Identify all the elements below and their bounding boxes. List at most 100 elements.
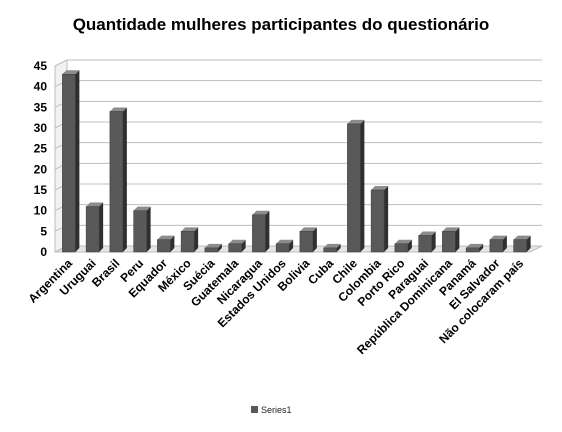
bar-10 (299, 227, 317, 253)
bar-top (228, 239, 246, 244)
bar-side (241, 239, 246, 252)
bar-side (265, 210, 270, 252)
gridline (54, 224, 542, 232)
bar-top (157, 235, 175, 240)
bar-side (75, 70, 80, 253)
gridline (54, 142, 542, 150)
bar-top (347, 119, 365, 124)
x-axis-ticks: ArgentinaUruguaiBrasilPeruEquadorMéxicoS… (25, 256, 526, 357)
y-tick-label: 15 (34, 183, 48, 197)
y-tick-label: 30 (34, 121, 48, 135)
bar-front (228, 243, 242, 253)
bar-front (489, 239, 504, 253)
legend-swatch (251, 406, 258, 413)
bar-19 (513, 235, 531, 253)
bar-15 (418, 231, 436, 253)
bar-top (181, 227, 199, 232)
bar-top (133, 206, 151, 211)
y-tick-label: 0 (40, 245, 47, 259)
bar-16 (442, 227, 460, 253)
bar-top (276, 239, 294, 244)
bar-top (513, 235, 531, 240)
bar-front (275, 243, 290, 253)
bar-14 (394, 239, 412, 253)
gridline (54, 121, 542, 129)
y-tick-label: 35 (34, 100, 48, 114)
bar-front (157, 239, 171, 253)
bar-top (323, 243, 341, 248)
bar-7 (228, 239, 246, 253)
bar-top (299, 227, 317, 232)
bar-12 (347, 119, 365, 253)
bar-front (394, 243, 409, 253)
bars (62, 70, 531, 253)
bar-top (62, 70, 80, 75)
bar-front (323, 247, 337, 253)
bar-side (170, 235, 175, 252)
y-tick-label: 10 (34, 204, 48, 218)
bar-side (99, 202, 104, 252)
bar-5 (180, 227, 199, 253)
bar-side (407, 239, 412, 252)
bar-side (384, 186, 389, 252)
bar-front (180, 231, 195, 253)
bar-front (109, 111, 124, 253)
bar-9 (275, 239, 294, 253)
x-tick-label: Brasil (89, 256, 122, 289)
bar-17 (465, 243, 484, 253)
bar-front (133, 210, 147, 253)
legend-label: Series1 (261, 405, 292, 415)
bar-front (299, 231, 314, 253)
bar-side (455, 227, 460, 252)
bar-front (370, 189, 385, 253)
bar-top (418, 231, 436, 236)
gridline (54, 59, 542, 67)
bar-top (442, 227, 460, 232)
bar-side (431, 231, 436, 252)
bar-top (204, 243, 222, 248)
bar-6 (204, 243, 222, 253)
y-axis-ticks: 0 5 10 15 20 25 30 35 40 45 (34, 59, 48, 259)
bar-front (442, 231, 456, 253)
bar-top (394, 239, 412, 244)
bar-13 (370, 186, 389, 253)
bar-side (312, 227, 317, 252)
bar-11 (323, 243, 341, 253)
bar-top (252, 210, 270, 215)
bar-front (204, 247, 219, 253)
bar-front (513, 239, 527, 253)
bar-top (489, 235, 507, 240)
bar-front (347, 123, 361, 253)
y-tick-label: 25 (34, 142, 48, 156)
bar-18 (489, 235, 507, 253)
gridline (54, 204, 542, 212)
bar-top (371, 186, 389, 190)
y-tick-label: 20 (34, 162, 48, 176)
chart-title: Quantidade mulheres participantes do que… (73, 15, 490, 34)
bar-front (252, 214, 266, 253)
bar-top (109, 107, 127, 112)
bar-2 (109, 107, 127, 253)
legend: Series1 (251, 405, 292, 415)
bar-front (418, 235, 432, 253)
y-tick-label: 40 (34, 80, 48, 94)
bar-side (526, 235, 531, 252)
y-tick-label: 45 (34, 59, 48, 73)
gridlines (54, 59, 542, 253)
bar-side (217, 243, 222, 252)
bar-front (85, 206, 100, 253)
bar-side (502, 235, 507, 252)
bar-side (146, 206, 151, 252)
y-tick-label: 5 (40, 224, 47, 238)
bar-side (194, 227, 199, 252)
bar-8 (252, 210, 270, 253)
x-tick-label: Cuba (305, 256, 336, 287)
bar-top (466, 243, 484, 248)
bar-side (122, 107, 127, 252)
plot-area (54, 59, 543, 253)
bar-front (465, 247, 480, 253)
gridline (54, 100, 542, 108)
bar-side (360, 119, 365, 252)
bar-top (86, 202, 104, 207)
bar-side (336, 243, 341, 252)
